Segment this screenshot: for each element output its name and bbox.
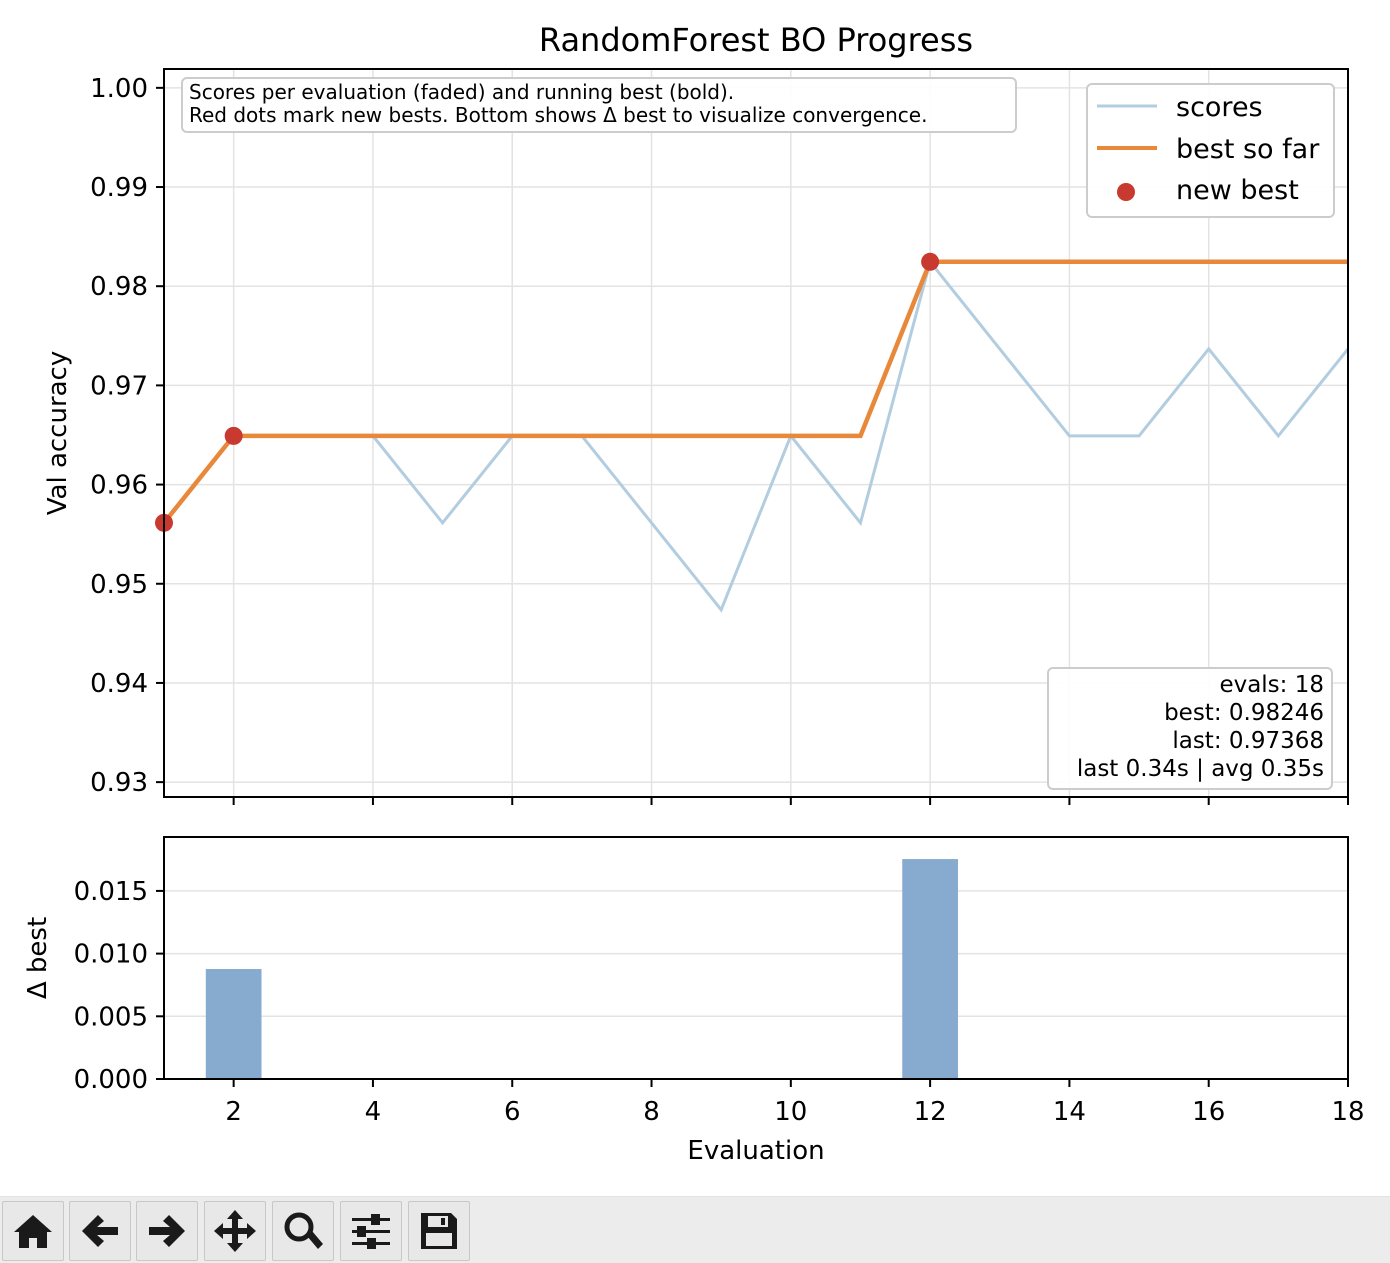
y-axis-label-top: Val accuracy [43,351,73,516]
bottom-grid [164,890,1348,1018]
bottom-y-ticks: 0.000 0.005 0.010 0.015 [74,877,164,1095]
navigation-toolbar [0,1196,1390,1263]
legend-scores-label: scores [1176,92,1263,123]
top-y-tick-label: 0.99 [90,173,148,203]
best-so-far-line [162,259,1348,525]
bottom-axes-frame [163,836,1349,1080]
bottom-x-tick-label: 12 [914,1097,947,1127]
top-y-tick-label: 1.00 [90,74,148,104]
legend-new-best-marker [1117,183,1135,201]
bottom-x-tick-label: 8 [643,1097,660,1127]
bottom-x-tick-label: 18 [1331,1097,1364,1127]
top-y-tick-label: 0.95 [90,570,148,600]
legend-best-label: best so far [1176,134,1320,165]
bottom-x-tick-label: 10 [774,1097,807,1127]
sliders-icon [352,1214,390,1249]
configure-subplots-button[interactable] [340,1201,402,1261]
y-axis-label-bottom: Δ best [23,917,53,999]
top-y-tick-label: 0.97 [90,371,148,401]
chart-title: RandomForest BO Progress [539,21,973,59]
delta-best-bar [205,969,262,1079]
bottom-panel: 0.000 0.005 0.010 0.015 2 4 6 8 10 12 14 16 18 Δ be… [23,836,1365,1166]
magnifier-icon [284,1212,323,1249]
bottom-y-tick-label: 0.005 [74,1002,148,1032]
stats-box: evals: 18 best: 0.98246 last: 0.97368 la… [1047,667,1333,790]
note-line-1: Scores per evaluation (faded) and runnin… [189,80,734,104]
top-axes-frame [163,68,1349,798]
stats-evals: evals: 18 [1219,672,1324,698]
top-series [155,252,1350,613]
arrow-left-icon [82,1215,118,1247]
bottom-y-tick-label: 0.015 [74,877,148,907]
bottom-x-tick-label: 2 [225,1097,242,1127]
top-panel: 0.93 0.94 0.95 0.96 0.97 0.98 0.99 1.00 Val acc… [43,68,1350,805]
note-line-2: Red dots mark new bests. Bottom shows Δ … [189,103,927,127]
zoom-button[interactable] [272,1201,334,1261]
figure: RandomForest BO Progress 0.930.940.950.9… [23,21,1365,1166]
stats-last: last: 0.97368 [1172,728,1324,754]
back-button[interactable] [69,1201,131,1261]
floppy-disk-icon [421,1213,457,1249]
bottom-x-tick-label: 14 [1053,1097,1086,1127]
top-y-tick-label: 0.98 [90,272,148,302]
home-button[interactable] [2,1201,64,1261]
bottom-x-tick-label: 4 [365,1097,382,1127]
note-box: Scores per evaluation (faded) and runnin… [181,77,1017,133]
x-axis-label: Evaluation [687,1136,824,1166]
arrow-right-icon [149,1215,185,1247]
stats-best: best: 0.98246 [1164,700,1324,726]
home-icon [14,1215,52,1248]
bottom-x-ticks: 2 4 6 8 10 12 14 16 18 [225,1079,1365,1127]
save-button[interactable] [408,1201,470,1261]
top-y-tick-label: 0.93 [90,768,148,798]
top-y-ticks: 0.93 0.94 0.95 0.96 0.97 0.98 0.99 1.00 [90,74,164,798]
legend: scores best so far new best [1086,83,1335,218]
new-best-point [921,252,940,271]
top-y-tick-label: 0.94 [90,669,148,699]
bottom-x-tick-label: 16 [1192,1097,1225,1127]
delta-best-bar [902,859,958,1079]
top-x-ticks [232,797,1349,805]
bottom-bars [205,859,958,1079]
pan-button[interactable] [204,1201,266,1261]
bottom-y-tick-label: 0.000 [74,1065,148,1095]
new-best-point [224,426,243,445]
move-icon [214,1210,256,1252]
legend-new-best-label: new best [1176,175,1299,206]
bottom-y-tick-label: 0.010 [74,940,148,970]
top-y-tick-label: 0.96 [90,471,148,501]
forward-button[interactable] [136,1201,198,1261]
stats-timing: last 0.34s | avg 0.35s [1077,756,1324,782]
bottom-x-tick-label: 6 [504,1097,521,1127]
